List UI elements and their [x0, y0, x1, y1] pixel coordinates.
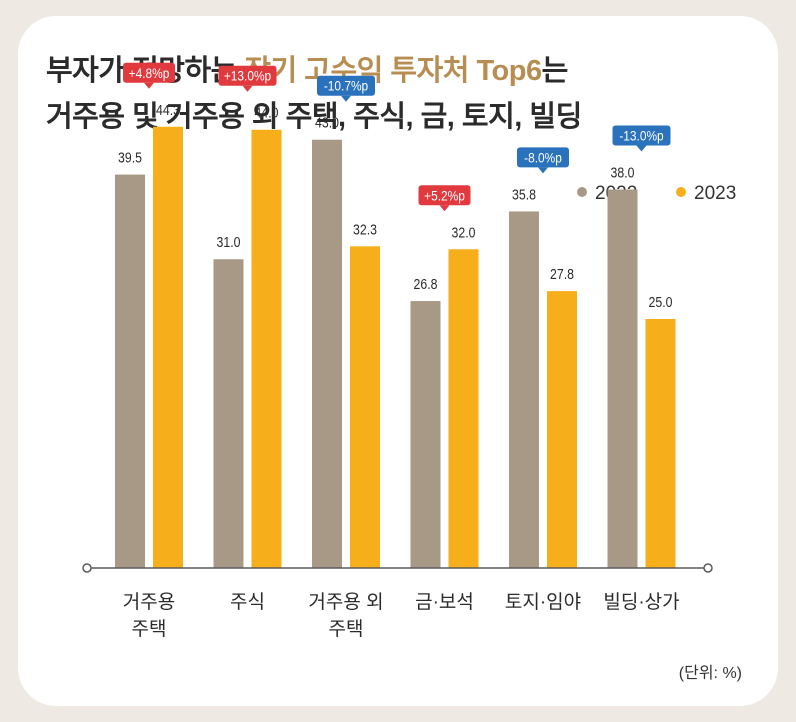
change-badge-label-0: +4.8%p	[129, 65, 170, 81]
bar-2023-1	[251, 129, 282, 568]
bar-2022-1	[213, 259, 244, 568]
value-label-2023-3: 32.0	[452, 224, 476, 240]
bar-2022-0	[115, 174, 145, 568]
value-label-2022-2: 43.0	[315, 115, 339, 131]
change-badge-pointer-0	[144, 82, 154, 89]
value-label-2023-0: 44.3	[156, 102, 180, 118]
change-badge-label-3: +5.2%p	[424, 187, 465, 203]
title-line2: 거주용 및 거주용 외 주택, 주식, 금, 토지, 빌딩	[46, 101, 582, 133]
change-badge-pointer-2	[341, 95, 351, 102]
value-label-2022-3: 26.8	[414, 276, 438, 292]
bar-2022-3	[410, 301, 441, 568]
category-label-2-line1: 주택	[329, 618, 364, 640]
change-badge-2	[317, 75, 375, 96]
bar-2023-5	[645, 319, 676, 568]
chart-title: 부자가 전망하는 장기 고수익 투자처 Top6는 거주용 및 거주용 외 주택…	[46, 48, 582, 140]
change-badge-pointer-4	[538, 167, 548, 174]
value-label-2023-4: 27.8	[550, 266, 574, 282]
category-label-0-line0: 거주용	[123, 591, 175, 613]
change-badge-pointer-3	[439, 205, 450, 212]
change-badge-pointer-5	[636, 145, 647, 152]
axis-end-right	[703, 563, 713, 573]
change-badge-0	[123, 62, 175, 83]
change-badge-3	[418, 185, 471, 206]
category-label-3: 금·보석	[415, 591, 474, 613]
value-label-2022-4: 35.8	[512, 186, 536, 202]
value-label-2023-1: 44.0	[255, 105, 279, 121]
change-badge-1	[218, 65, 277, 86]
title-line1-b: 는	[541, 55, 569, 87]
bar-2022-5	[607, 189, 638, 568]
change-badge-pointer-1	[242, 85, 253, 92]
category-label-2-line0: 거주용 외	[308, 591, 383, 613]
value-label-2023-2: 32.3	[353, 221, 377, 237]
bar-2022-2	[312, 139, 342, 568]
change-badge-label-4: -8.0%p	[524, 150, 562, 166]
change-badge-4	[517, 147, 569, 168]
value-label-2022-5: 38.0	[611, 164, 635, 180]
change-badge-label-5: -13.0%p	[619, 128, 663, 144]
bar-2022-4	[509, 211, 539, 568]
legend-marker-2023	[676, 187, 686, 197]
category-label-0-line1: 주택	[132, 618, 167, 640]
value-label-2023-5: 25.0	[649, 294, 673, 310]
bar-2023-2	[350, 246, 380, 569]
category-label-1: 주식	[230, 591, 265, 613]
bar-2023-0	[153, 126, 183, 568]
title-highlight: 장기 고수익 투자처 Top6	[244, 55, 542, 87]
unit-note: (단위: %)	[679, 664, 742, 682]
change-badge-5	[612, 125, 671, 146]
legend-label-2023: 2023	[694, 183, 736, 204]
value-label-2022-1: 31.0	[217, 234, 241, 250]
bar-2023-4	[547, 291, 577, 568]
legend-marker-2022	[577, 187, 587, 197]
category-label-5: 빌딩·상가	[603, 591, 679, 613]
bar-2023-3	[448, 249, 479, 568]
change-badge-label-1: +13.0%p	[224, 68, 271, 84]
category-label-4: 토지·임야	[505, 591, 581, 613]
value-label-2022-0: 39.5	[118, 149, 142, 165]
change-badge-label-2: -10.7%p	[324, 78, 368, 94]
axis-end-left	[82, 563, 92, 573]
